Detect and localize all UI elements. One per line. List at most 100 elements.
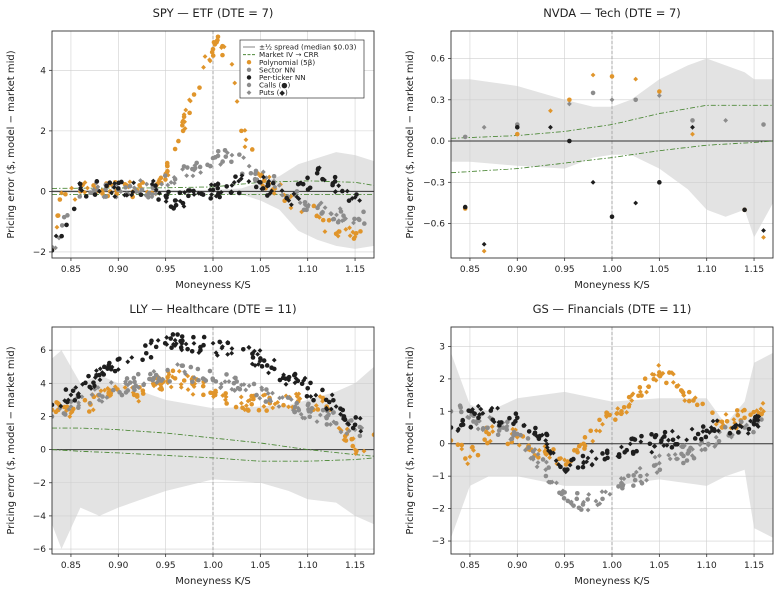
poly-point-call [482, 437, 487, 442]
poly-point-put [85, 185, 90, 191]
poly-point-call [91, 183, 96, 188]
ticker-point-put [332, 189, 338, 195]
ticker-point-put [261, 174, 266, 180]
ticker-point-call [217, 339, 223, 345]
poly-point-put [627, 402, 632, 407]
ticker-point-call [558, 464, 563, 470]
ticker-point-call [236, 190, 242, 196]
sector-point-call [500, 425, 506, 430]
sector-point-call [222, 147, 228, 153]
poly-point-put [322, 229, 328, 234]
poly-point-put [347, 233, 353, 239]
poly-point-call [63, 191, 68, 197]
poly-point-put [242, 144, 248, 150]
ticker-point-put [737, 423, 743, 428]
ticker-point-put [633, 200, 639, 206]
ticker-point-call [300, 181, 306, 187]
sector-point-call [739, 419, 744, 425]
poly-point-call [637, 385, 643, 390]
sector-point-call [150, 377, 156, 383]
poly-point-call [618, 411, 624, 417]
poly-point-call [751, 409, 757, 415]
sector-point-put [534, 464, 540, 470]
ticker-point-put [212, 182, 218, 188]
ticker-point-call [305, 386, 311, 391]
poly-point-call [320, 395, 326, 401]
legend-swatch [246, 82, 252, 88]
ticker-point-put [548, 124, 553, 130]
sector-point-call [306, 401, 311, 407]
poly-point-call [246, 408, 251, 413]
ticker-point-put [191, 192, 197, 197]
sector-point-call [561, 496, 567, 501]
sector-point-call [619, 481, 624, 486]
sector-point-put [153, 372, 159, 378]
sector-point-put [334, 212, 339, 218]
sector-point-call [471, 419, 476, 424]
ticker-point-call [488, 408, 494, 413]
sector-point-call [574, 496, 580, 502]
y-tick-label: −4 [33, 512, 47, 522]
ticker-point-put [229, 182, 235, 188]
panel-title: NVDA — Tech (DTE = 7) [543, 6, 681, 20]
ticker-point-put [256, 179, 262, 185]
ticker-point-put [649, 449, 655, 455]
ticker-point-call [201, 334, 207, 340]
sector-point-put [246, 163, 252, 169]
sector-point-call [341, 213, 346, 219]
sector-point-put [156, 375, 162, 381]
sector-point-put [246, 383, 252, 389]
legend-swatch [246, 60, 252, 65]
sector-point-call [148, 371, 153, 377]
poly-point-call [53, 409, 59, 415]
sector-point-put [160, 376, 166, 382]
sector-point-call [657, 467, 663, 473]
ticker-point-put [179, 347, 185, 353]
sector-point-call [233, 375, 238, 381]
ticker-point-put [716, 428, 721, 434]
sector-point-call [352, 216, 357, 222]
poly-point-call [613, 417, 618, 422]
ticker-point-put [150, 178, 156, 184]
poly-point-put [223, 397, 228, 403]
y-tick-label: −0.3 [423, 178, 445, 188]
ticker-point-call [634, 448, 639, 454]
poly-point-put [536, 447, 542, 453]
y-tick-label: 0.6 [431, 55, 446, 65]
ticker-point-call [104, 183, 109, 189]
sector-point-put [465, 414, 470, 420]
ticker-point-call [675, 441, 680, 447]
sector-point-call [296, 407, 302, 413]
sector-point-put [291, 407, 296, 413]
poly-point-put [335, 229, 341, 234]
y-tick-label: 0.0 [431, 137, 446, 147]
y-tick-label: 0 [40, 187, 46, 197]
poly-point-call [326, 217, 332, 223]
sector-point-put [96, 392, 102, 398]
ticker-point-put [660, 435, 666, 441]
poly-point-put [645, 384, 651, 390]
x-tick-label: 1.15 [744, 265, 764, 275]
sector-point-put [53, 245, 58, 251]
sector-point-put [136, 190, 142, 196]
sector-point-put [180, 166, 185, 172]
poly-point-put [731, 417, 737, 422]
poly-point-call [55, 213, 60, 218]
ticker-point-call [270, 180, 276, 186]
y-tick-label: −6 [33, 545, 47, 555]
poly-point-put [629, 398, 635, 403]
ticker-point-put [219, 345, 225, 351]
sector-point-call [681, 460, 686, 466]
ticker-point-call [63, 387, 69, 392]
sector-point-put [232, 388, 238, 393]
ticker-point-put [661, 443, 667, 448]
ticker-point-put [77, 180, 83, 186]
sector-point-put [153, 191, 159, 196]
poly-point-call [567, 97, 572, 103]
legend-swatch [246, 75, 252, 80]
sector-point-put [276, 404, 282, 409]
sector-point-put [168, 180, 174, 185]
ticker-point-put [358, 428, 364, 434]
poly-point-put [649, 371, 655, 377]
ticker-point-put [615, 453, 621, 459]
